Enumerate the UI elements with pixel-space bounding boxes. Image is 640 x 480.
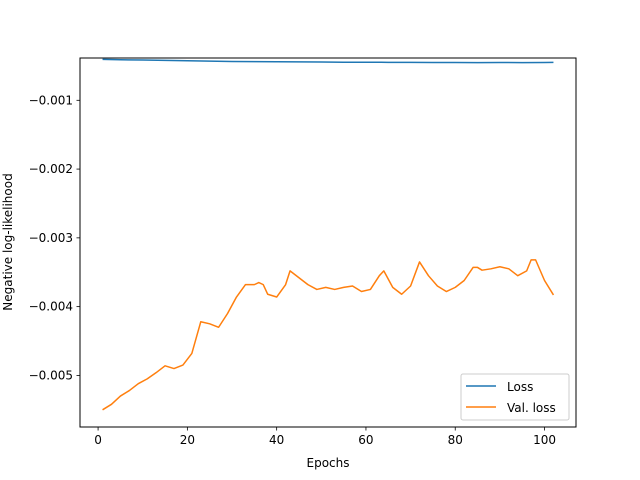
y-tick-label: −0.002 bbox=[29, 162, 73, 176]
y-axis-label: Negative log-likelihood bbox=[1, 173, 15, 310]
legend-label-loss: Loss bbox=[507, 380, 533, 394]
y-axis-ticks: −0.001 −0.002 −0.003 −0.004 −0.005 bbox=[29, 93, 80, 382]
y-tick-label: −0.004 bbox=[29, 300, 73, 314]
x-axis-label: Epochs bbox=[307, 456, 350, 470]
y-tick-label: −0.001 bbox=[29, 93, 73, 107]
axes-frame bbox=[79, 57, 577, 428]
x-tick-label: 80 bbox=[448, 433, 463, 447]
x-tick-label: 0 bbox=[94, 433, 102, 447]
x-axis-ticks: 0 20 40 60 80 100 bbox=[94, 427, 556, 447]
x-tick-label: 100 bbox=[533, 433, 556, 447]
legend-label-val-loss: Val. loss bbox=[507, 401, 556, 415]
series-line-loss bbox=[102, 58, 554, 64]
series-line-val-loss bbox=[102, 259, 555, 411]
y-tick-label: −0.003 bbox=[29, 231, 73, 245]
x-tick-label: 40 bbox=[269, 433, 284, 447]
series-layer bbox=[102, 58, 555, 411]
x-tick-label: 20 bbox=[180, 433, 195, 447]
x-tick-label: 60 bbox=[358, 433, 373, 447]
legend: Loss Val. loss bbox=[460, 373, 570, 421]
y-tick-label: −0.005 bbox=[29, 368, 73, 382]
